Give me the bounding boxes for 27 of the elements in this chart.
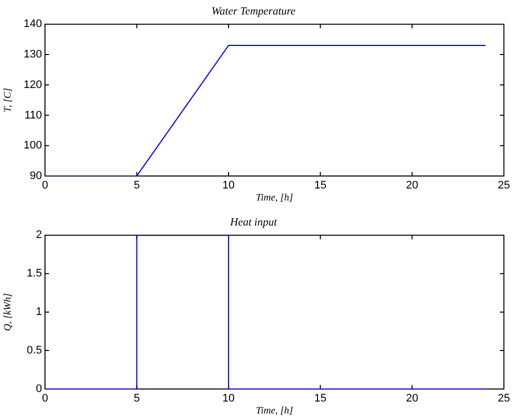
x-tick-label: 15 [314,392,326,405]
chart-title: Heat input [229,216,278,228]
y-axis-title: Q, [kWh] [2,293,14,331]
y-tick-label: 130 [24,48,42,61]
x-tick-label: 20 [406,392,418,405]
x-tick-label: 25 [498,392,510,405]
y-tick-label: 1 [36,306,42,318]
x-tick-label: 10 [222,180,235,192]
chart-title: Water Temperature [211,5,296,18]
x-tick-label: 10 [222,392,235,405]
y-tick-label: 0.5 [26,344,42,357]
x-tick-label: 20 [406,180,418,192]
y-axis-title: T, [C] [2,88,14,112]
y-tick-label: 1.5 [26,268,42,280]
x-tick-label: 5 [134,392,140,405]
x-tick-label: 25 [498,180,510,192]
y-tick-label: 110 [24,109,42,122]
y-tick-label: 140 [24,18,42,30]
y-tick-label: 0 [36,383,42,396]
y-tick-label: 2 [36,229,42,242]
y-tick-label: 100 [24,140,42,152]
x-axis-title: Time, [h] [256,192,294,204]
x-tick-label: 15 [314,180,326,192]
x-tick-label: 5 [134,180,140,192]
y-tick-label: 90 [30,170,42,182]
x-axis-title: Time, [h] [256,406,294,417]
y-tick-label: 120 [24,78,42,91]
